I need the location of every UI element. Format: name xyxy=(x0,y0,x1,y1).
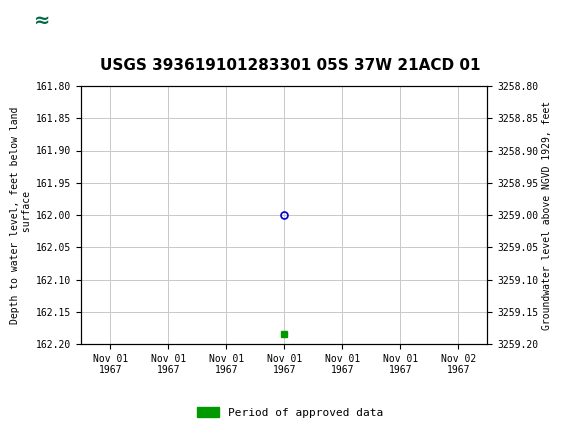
Y-axis label: Depth to water level, feet below land
 surface: Depth to water level, feet below land su… xyxy=(10,106,32,324)
Text: USGS 393619101283301 05S 37W 21ACD 01: USGS 393619101283301 05S 37W 21ACD 01 xyxy=(100,58,480,73)
Legend: Period of approved data: Period of approved data xyxy=(193,403,387,422)
Text: USGS: USGS xyxy=(99,12,154,29)
Text: ≈: ≈ xyxy=(34,11,50,30)
Y-axis label: Groundwater level above NGVD 1929, feet: Groundwater level above NGVD 1929, feet xyxy=(542,101,552,329)
Bar xyxy=(5,3,80,37)
